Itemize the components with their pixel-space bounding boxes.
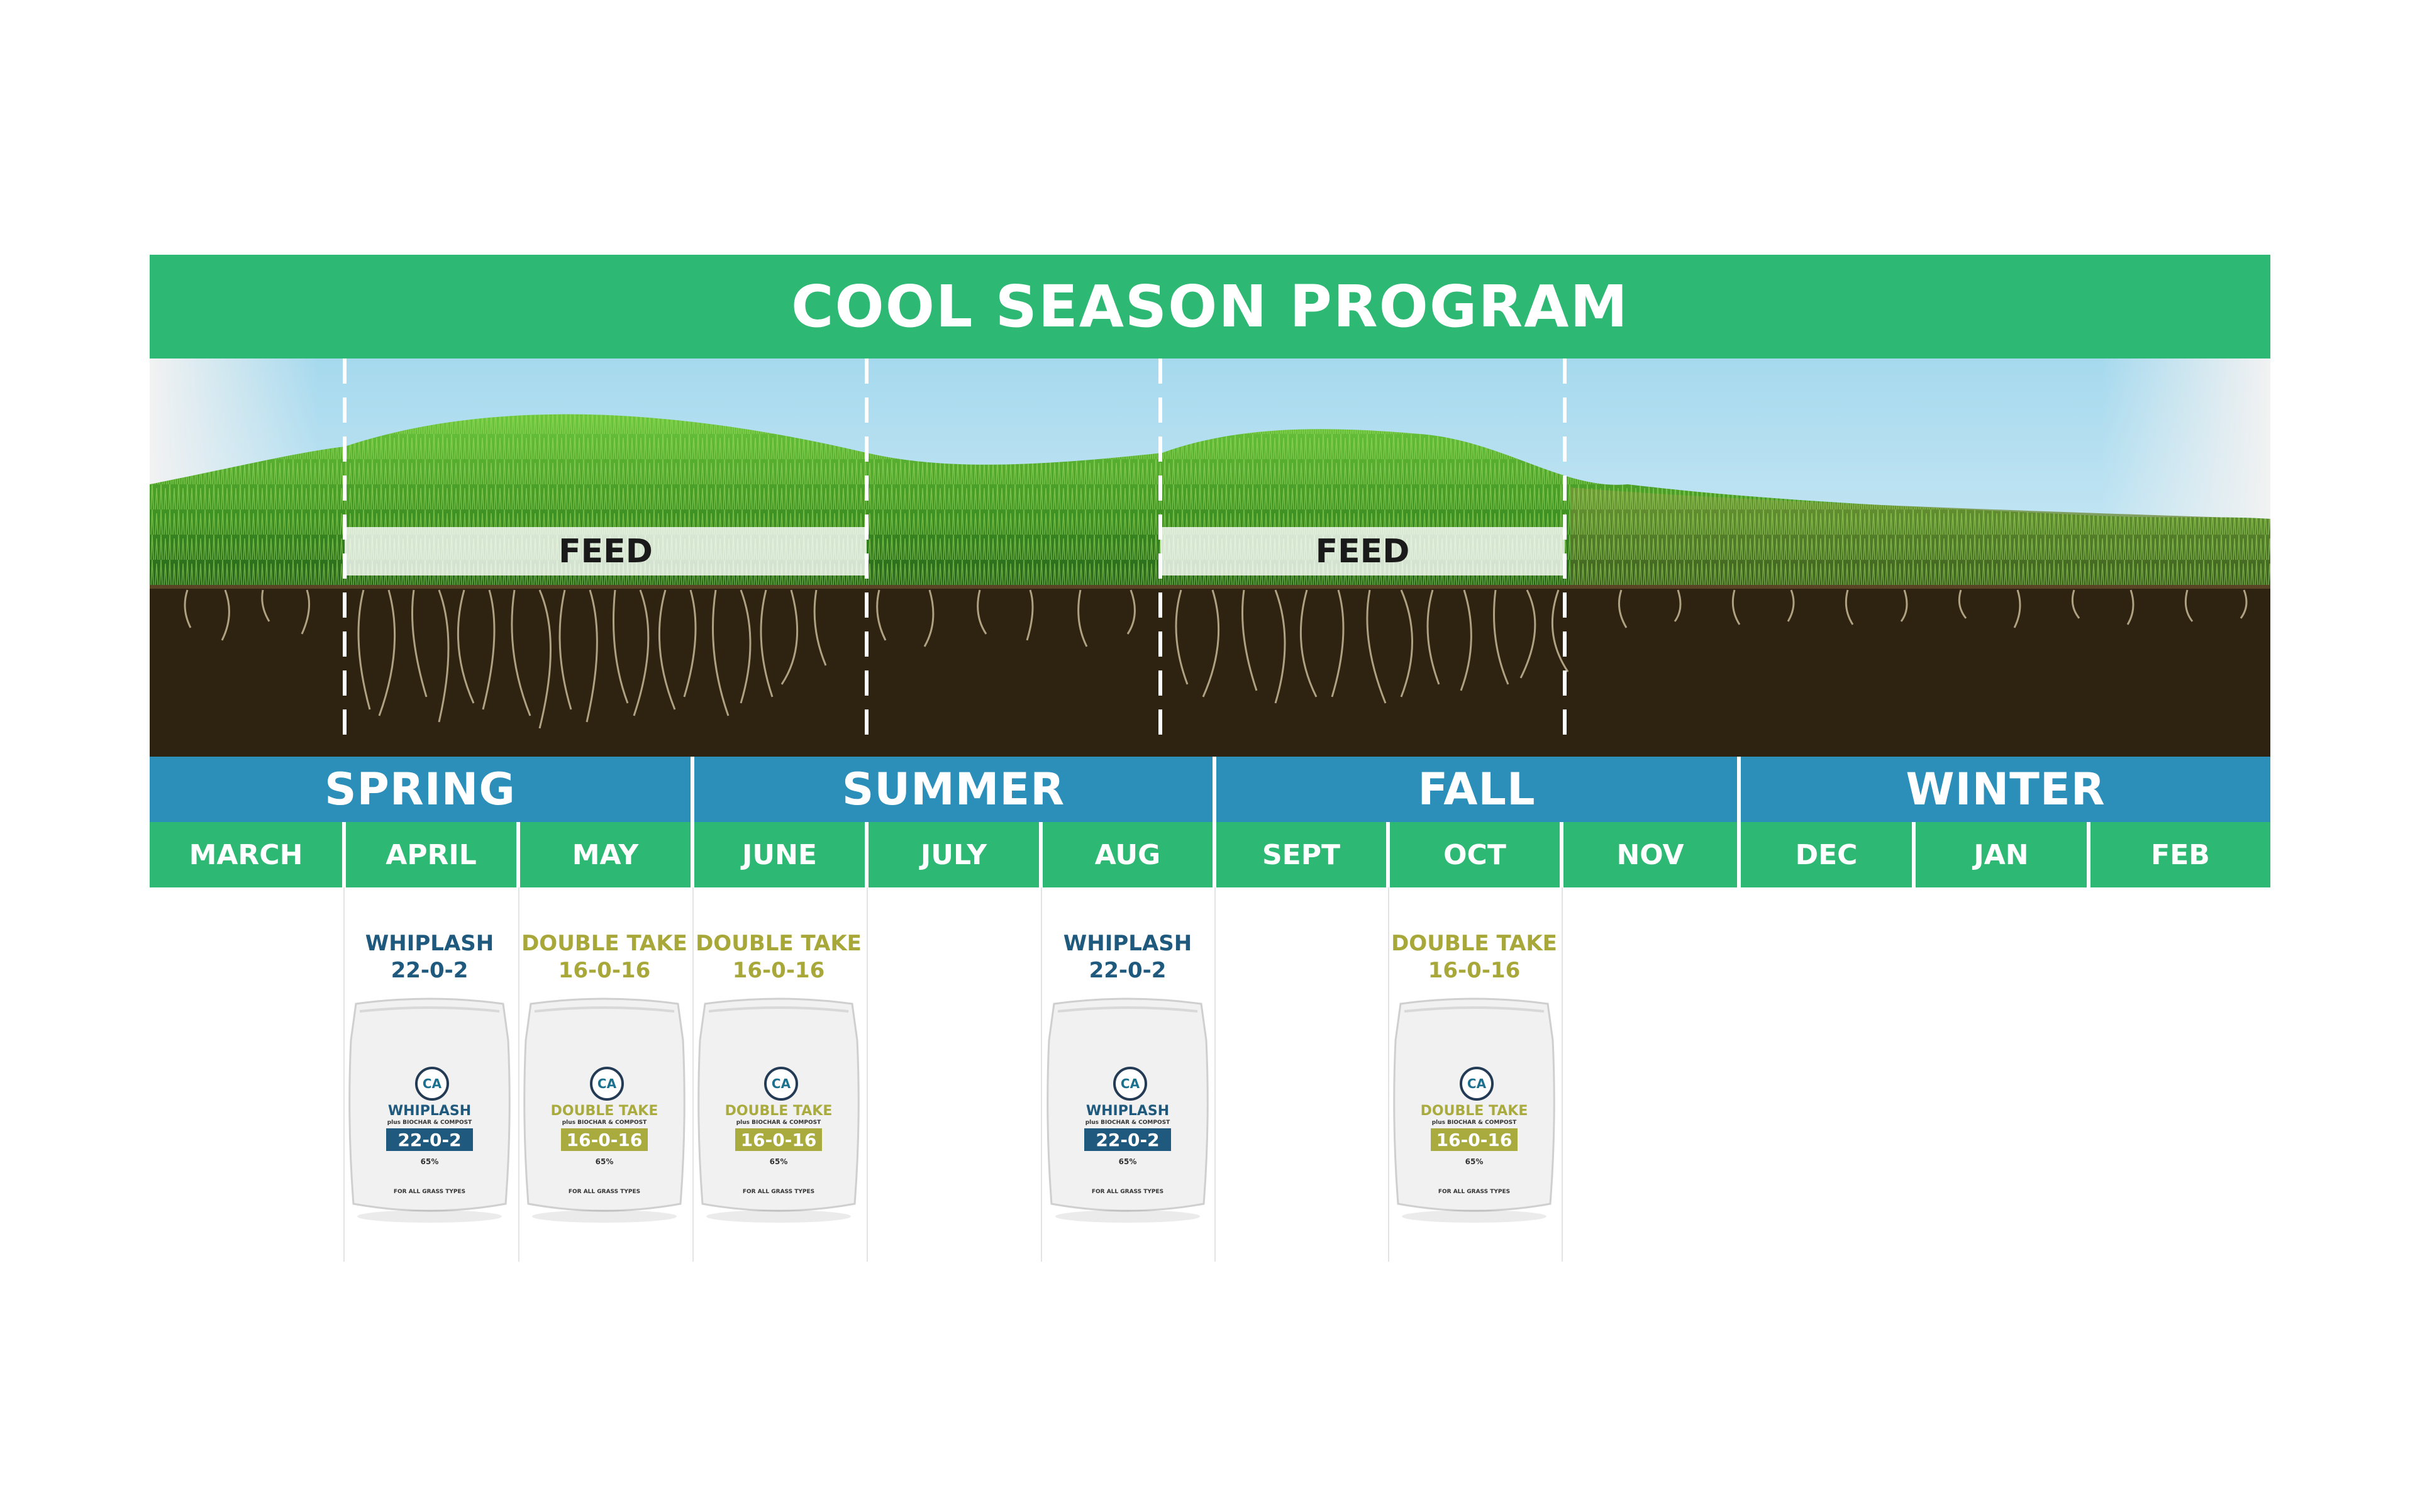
bag-percent: 65% bbox=[769, 1157, 788, 1166]
bag-footer: FOR ALL GRASS TYPES bbox=[1438, 1189, 1511, 1195]
product-grade: 22-0-2 bbox=[391, 957, 469, 983]
month-cell: AUG bbox=[1043, 822, 1213, 887]
grass-scene: FEED FEED bbox=[150, 359, 2270, 757]
product-may: DOUBLE TAKE 16-0-16 CA DOUBLE TAKE plus … bbox=[519, 887, 689, 1225]
season-winter: WINTER bbox=[1741, 757, 2270, 822]
season-row: SPRING SUMMER FALL WINTER bbox=[150, 757, 2270, 822]
month-cell: MARCH bbox=[150, 822, 342, 887]
bag-grade: 16-0-16 bbox=[1431, 1128, 1518, 1151]
fertilizer-bag: CA DOUBLE TAKE plus BIOCHAR & COMPOST 16… bbox=[696, 996, 861, 1225]
bag-product-name: DOUBLE TAKE bbox=[1420, 1103, 1528, 1119]
bag-percent: 65% bbox=[1465, 1157, 1484, 1166]
bag-product-name: DOUBLE TAKE bbox=[550, 1103, 658, 1119]
product-name: WHIPLASH bbox=[365, 931, 494, 956]
product-april: WHIPLASH 22-0-2 CA WHIPLASH plus BIOCHAR… bbox=[345, 887, 514, 1225]
brand-logo-icon: CA bbox=[415, 1067, 449, 1101]
month-cell: APRIL bbox=[346, 822, 516, 887]
column-divider bbox=[343, 887, 345, 1262]
month-cell: NOV bbox=[1563, 822, 1737, 887]
bag-subtitle: plus BIOCHAR & COMPOST bbox=[387, 1120, 472, 1126]
month-cell: SEPT bbox=[1216, 822, 1386, 887]
brand-logo-icon: CA bbox=[1460, 1067, 1494, 1101]
product-aug: WHIPLASH 22-0-2 CA WHIPLASH plus BIOCHAR… bbox=[1043, 887, 1213, 1225]
feed-label-fall: FEED bbox=[1160, 527, 1565, 575]
bag-subtitle: plus BIOCHAR & COMPOST bbox=[562, 1120, 647, 1126]
season-fall: FALL bbox=[1216, 757, 1737, 822]
product-schedule: WHIPLASH 22-0-2 CA WHIPLASH plus BIOCHAR… bbox=[150, 887, 2270, 1277]
product-grade: 22-0-2 bbox=[1089, 957, 1167, 983]
product-grade: 16-0-16 bbox=[732, 957, 825, 983]
column-divider bbox=[1214, 887, 1216, 1262]
column-divider bbox=[692, 887, 694, 1262]
product-name: DOUBLE TAKE bbox=[696, 931, 862, 956]
fertilizer-bag: CA WHIPLASH plus BIOCHAR & COMPOST 22-0-… bbox=[1045, 996, 1210, 1225]
month-cell: JUNE bbox=[694, 822, 865, 887]
cool-season-program-chart: COOL SEASON PROGRAM bbox=[150, 255, 2270, 1277]
fertilizer-bag: CA DOUBLE TAKE plus BIOCHAR & COMPOST 16… bbox=[522, 996, 687, 1225]
program-title: COOL SEASON PROGRAM bbox=[150, 255, 2270, 359]
product-grade: 16-0-16 bbox=[558, 957, 651, 983]
product-name: WHIPLASH bbox=[1063, 931, 1192, 956]
column-divider bbox=[1041, 887, 1042, 1262]
month-cell: JAN bbox=[1916, 822, 2087, 887]
product-name: DOUBLE TAKE bbox=[1391, 931, 1557, 956]
month-cell: OCT bbox=[1390, 822, 1560, 887]
feed-label-spring: FEED bbox=[345, 527, 867, 575]
bag-percent: 65% bbox=[420, 1157, 439, 1166]
month-cell: FEB bbox=[2090, 822, 2270, 887]
brand-logo-icon: CA bbox=[590, 1067, 624, 1101]
bag-percent: 65% bbox=[1118, 1157, 1137, 1166]
bag-grade: 16-0-16 bbox=[735, 1128, 822, 1151]
bag-product-name: WHIPLASH bbox=[387, 1103, 472, 1119]
month-cell: DEC bbox=[1741, 822, 1912, 887]
bag-grade: 22-0-2 bbox=[1084, 1128, 1171, 1151]
column-divider bbox=[1388, 887, 1389, 1262]
month-cell: JULY bbox=[869, 822, 1039, 887]
season-spring: SPRING bbox=[150, 757, 691, 822]
bag-percent: 65% bbox=[595, 1157, 614, 1166]
bag-footer: FOR ALL GRASS TYPES bbox=[742, 1189, 815, 1195]
bag-product-name: WHIPLASH bbox=[1085, 1103, 1170, 1119]
brand-logo-icon: CA bbox=[1113, 1067, 1147, 1101]
bag-grade: 16-0-16 bbox=[561, 1128, 648, 1151]
bag-footer: FOR ALL GRASS TYPES bbox=[393, 1189, 466, 1195]
column-divider bbox=[867, 887, 868, 1262]
product-name: DOUBLE TAKE bbox=[521, 931, 687, 956]
product-june: DOUBLE TAKE 16-0-16 CA DOUBLE TAKE plus … bbox=[694, 887, 863, 1225]
month-row: MARCH APRIL MAY JUNE JULY AUG SEPT OCT N… bbox=[150, 822, 2270, 887]
season-summer: SUMMER bbox=[694, 757, 1213, 822]
bag-footer: FOR ALL GRASS TYPES bbox=[568, 1189, 641, 1195]
product-oct: DOUBLE TAKE 16-0-16 CA DOUBLE TAKE plus … bbox=[1389, 887, 1559, 1225]
fertilizer-bag: CA WHIPLASH plus BIOCHAR & COMPOST 22-0-… bbox=[347, 996, 512, 1225]
fertilizer-bag: CA DOUBLE TAKE plus BIOCHAR & COMPOST 16… bbox=[1392, 996, 1557, 1225]
bag-product-name: DOUBLE TAKE bbox=[724, 1103, 833, 1119]
bag-grade: 22-0-2 bbox=[386, 1128, 473, 1151]
bag-footer: FOR ALL GRASS TYPES bbox=[1091, 1189, 1164, 1195]
bag-subtitle: plus BIOCHAR & COMPOST bbox=[736, 1120, 821, 1126]
product-grade: 16-0-16 bbox=[1428, 957, 1521, 983]
bag-subtitle: plus BIOCHAR & COMPOST bbox=[1431, 1120, 1517, 1126]
month-cell: MAY bbox=[520, 822, 691, 887]
column-divider bbox=[1562, 887, 1563, 1262]
brand-logo-icon: CA bbox=[764, 1067, 798, 1101]
column-divider bbox=[518, 887, 519, 1262]
bag-subtitle: plus BIOCHAR & COMPOST bbox=[1085, 1120, 1170, 1126]
